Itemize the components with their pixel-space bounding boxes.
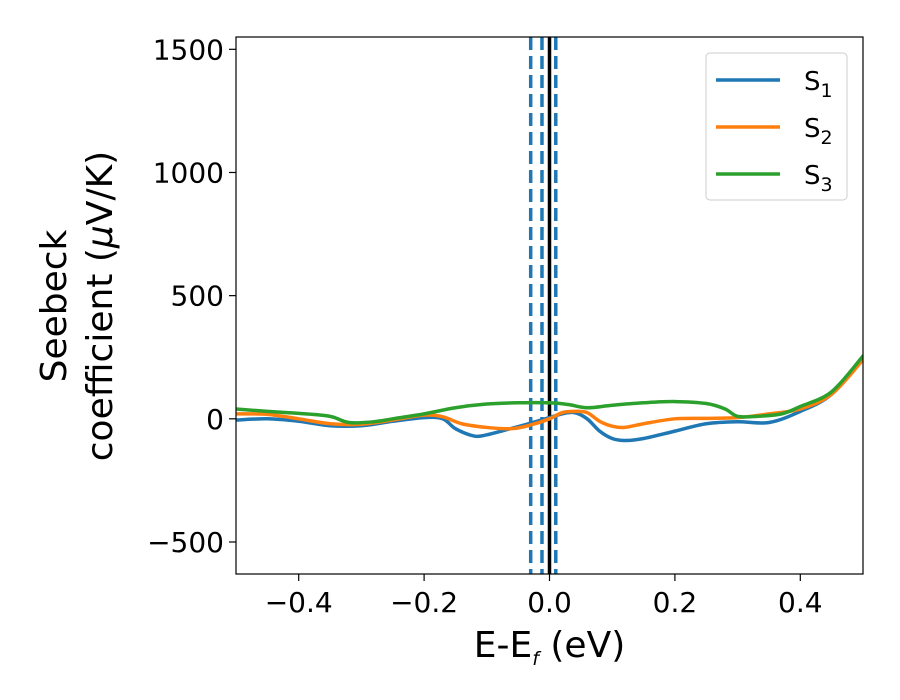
legend-label-s2: S2 — [804, 114, 833, 149]
legend-label-s3: S3 — [804, 161, 833, 196]
y-tick-label: −500 — [147, 526, 224, 559]
x-axis-label: E-Ef (eV) — [474, 625, 626, 670]
x-axis-label-subscript: f — [532, 648, 542, 670]
legend-label-s1: S1 — [804, 67, 833, 102]
x-tick-label: 0.2 — [653, 586, 698, 619]
legend: S1 S2 S3 — [705, 52, 848, 201]
y-axis-label-line2: coefficient (μV/K) — [80, 151, 121, 461]
y-tick-label: 1500 — [153, 33, 224, 66]
y-tick-label: 1000 — [153, 156, 224, 189]
series-line-s3 — [236, 354, 863, 425]
y-tick-label: 0 — [206, 403, 224, 436]
x-tick-label: −0.2 — [390, 586, 458, 619]
y-axis-label-line1: Seebeck — [34, 229, 75, 382]
y-axis-label: Seebeck coefficient (μV/K) — [34, 151, 121, 461]
y-tick-label: 500 — [171, 280, 224, 313]
x-tick-label: 0.0 — [527, 586, 572, 619]
x-tick-label: 0.4 — [778, 586, 823, 619]
x-tick-label: −0.4 — [265, 586, 333, 619]
